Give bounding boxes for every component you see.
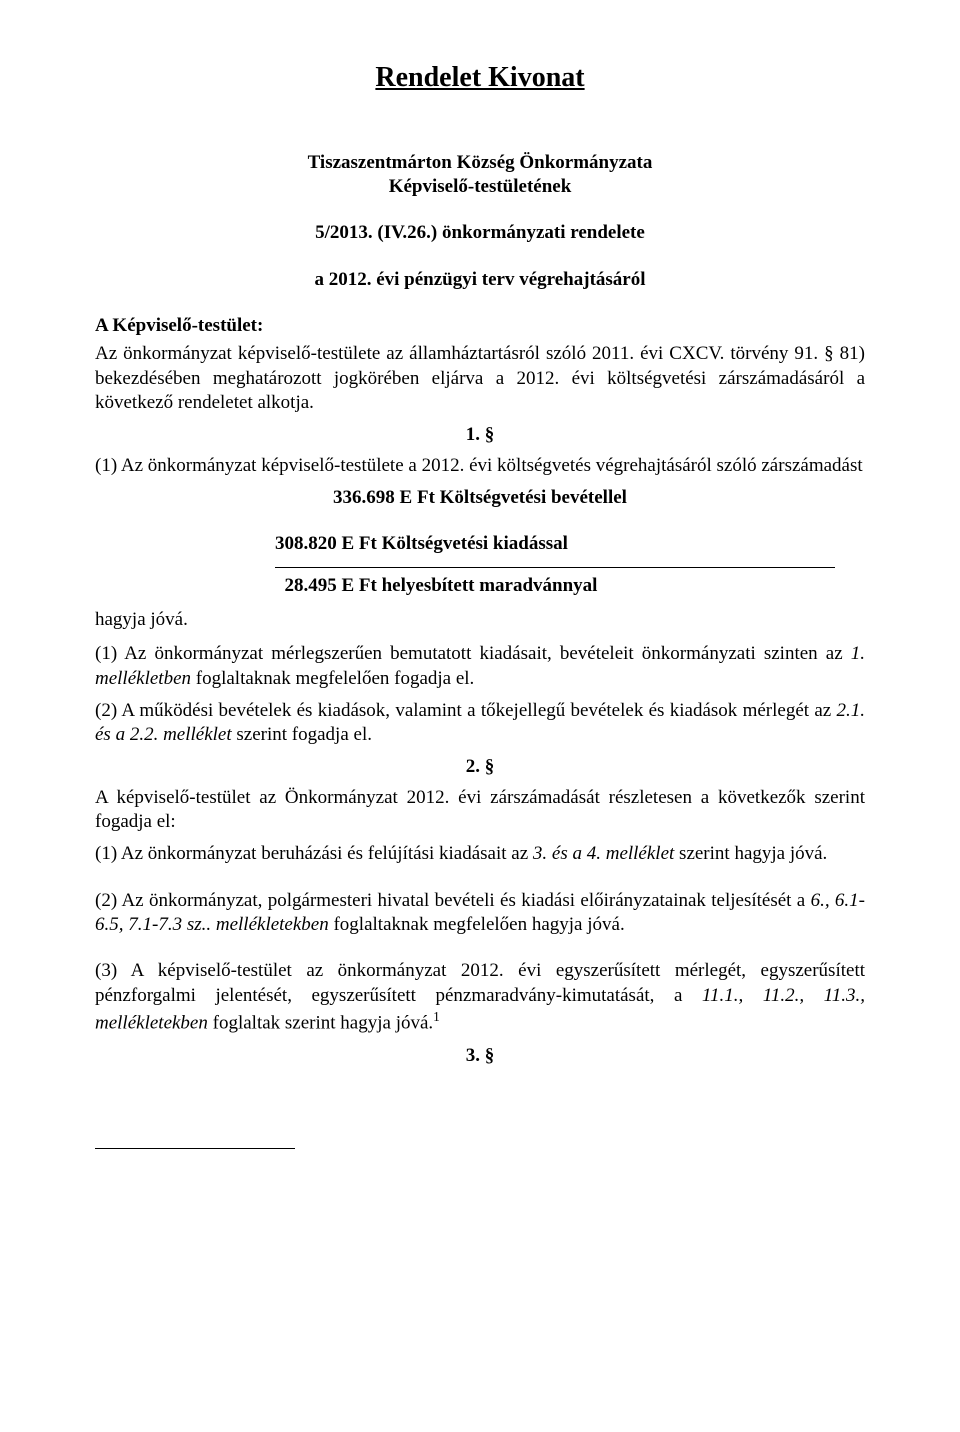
para-s2-lead: A képviselő-testület az Önkormányzat 201… <box>95 786 865 835</box>
issuer-line1: Tiszaszentmárton Község Önkormányzata <box>95 151 865 175</box>
preamble: Az önkormányzat képviselő-testülete az á… <box>95 342 865 415</box>
text-a: (2) A működési bevételek és kiadások, va… <box>95 700 837 721</box>
text-b: foglaltak szerint hagyja jóvá. <box>208 1012 433 1033</box>
section-2: 2. § <box>95 755 865 779</box>
para-s2-1: (1) Az önkormányzat beruházási és felújí… <box>95 842 865 866</box>
para-2-attach2: (2) A működési bevételek és kiadások, va… <box>95 699 865 748</box>
amount-remainder: 28.495 E Ft helyesbített maradvánnyal <box>95 574 865 598</box>
footnote-ref-1: 1 <box>433 1009 440 1024</box>
text-a: (1) Az önkormányzat mérlegszerűen bemuta… <box>95 643 851 664</box>
para-1-1: (1) Az önkormányzat képviselő-testülete … <box>95 454 865 478</box>
ref-attach34: 3. és a 4. melléklet <box>533 843 674 864</box>
amount-remainder-text: 28.495 E Ft helyesbített maradvánnyal <box>285 575 598 596</box>
lead-label: A Képviselő-testület: <box>95 314 865 338</box>
text-b: szerint hagyja jóvá. <box>674 843 827 864</box>
document-title: Rendelet Kivonat <box>95 60 865 96</box>
issuer-block: Tiszaszentmárton Község Önkormányzata Ké… <box>95 151 865 200</box>
page: Rendelet Kivonat Tiszaszentmárton Község… <box>0 0 960 1432</box>
text-b: foglaltaknak megfelelően fogadja el. <box>191 668 474 689</box>
approval-phrase: hagyja jóvá. <box>95 608 865 632</box>
para-s2-3: (3) A képviselő-testület az önkormányzat… <box>95 959 865 1035</box>
para-s2-2: (2) Az önkormányzat, polgármesteri hivat… <box>95 889 865 938</box>
amount-separator <box>275 567 835 568</box>
footnote-separator <box>95 1148 295 1149</box>
text-b: szerint fogadja el. <box>232 724 372 745</box>
decree-subject: a 2012. évi pénzügyi terv végrehajtásáró… <box>95 268 865 292</box>
section-1: 1. § <box>95 423 865 447</box>
text-a: (1) Az önkormányzat beruházási és felújí… <box>95 843 533 864</box>
decree-number: 5/2013. (IV.26.) önkormányzati rendelete <box>95 221 865 245</box>
text-b: foglaltaknak megfelelően hagyja jóvá. <box>329 914 625 935</box>
section-3: 3. § <box>95 1044 865 1068</box>
amount-expenditure: 308.820 E Ft Költségvetési kiadással <box>95 532 865 556</box>
issuer-line2: Képviselő-testületének <box>95 175 865 199</box>
amount-revenue: 336.698 E Ft Költségvetési bevétellel <box>95 486 865 510</box>
text-a: (2) Az önkormányzat, polgármesteri hivat… <box>95 890 811 911</box>
para-1-attach1: (1) Az önkormányzat mérlegszerűen bemuta… <box>95 642 865 691</box>
